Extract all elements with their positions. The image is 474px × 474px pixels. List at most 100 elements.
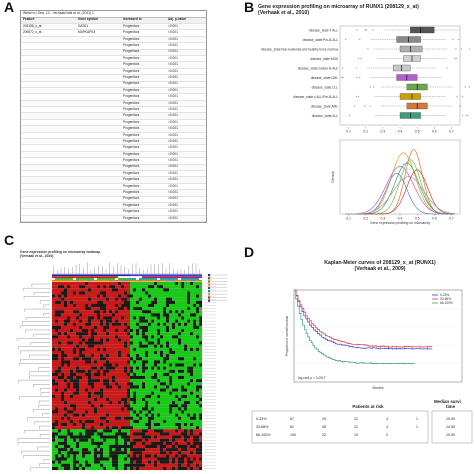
heatmap-cell: [73, 385, 77, 389]
annotation-cell: [172, 276, 175, 278]
heatmap-cell: [148, 466, 152, 471]
heatmap-cell: [64, 347, 68, 351]
heatmap-cell: [88, 347, 92, 351]
heatmap-cell: [115, 300, 119, 304]
heatmap-cell: [139, 423, 143, 427]
heatmap-cell: [193, 282, 197, 286]
x-tick-label: 0.4: [398, 217, 403, 221]
heatmap-cell: [190, 332, 194, 336]
heatmap-cell: [169, 444, 173, 449]
heatmap-cell: [118, 379, 122, 383]
annotation-cell: [157, 274, 160, 277]
heatmap-cell: [163, 391, 167, 395]
heatmap-cell: [121, 376, 125, 380]
heatmap-cell: [100, 413, 104, 417]
heatmap-cell: [181, 291, 185, 295]
table-row: Progenitors <0.001: [21, 43, 206, 50]
heatmap-cell: [187, 354, 191, 358]
heatmap-cell: [103, 407, 107, 411]
heatmap-cell: [157, 316, 161, 320]
heatmap-cell: [106, 344, 110, 348]
heatmap-cell: [160, 435, 164, 439]
heatmap-cell: [166, 454, 170, 458]
heatmap-cell: [64, 338, 68, 342]
heatmap-cell: [130, 404, 134, 408]
heatmap-cell: [163, 341, 167, 345]
heatmap-cell: [88, 382, 92, 386]
heatmap-cell: [190, 372, 194, 377]
annotation-cell: [136, 279, 139, 282]
heatmap-cell: [67, 419, 71, 424]
heatmap-cell: [97, 360, 101, 364]
heatmap-cell: [100, 454, 104, 458]
heatmap-cell: [163, 354, 167, 358]
heatmap-cell: [172, 432, 176, 436]
heatmap-cell: [151, 416, 155, 420]
heatmap-cell: [127, 463, 131, 467]
heatmap-cell: [88, 282, 92, 286]
heatmap-cell: [190, 338, 194, 342]
heatmap-cell: [181, 307, 185, 311]
heatmap-cell: [106, 432, 110, 436]
annotation-cell: [118, 274, 121, 277]
heatmap-cell: [73, 288, 77, 292]
heatmap-cell: [94, 294, 98, 298]
heatmap-cell: [97, 397, 101, 402]
heatmap-cell: [106, 463, 110, 467]
heatmap-cell: [139, 350, 143, 355]
annotation-cell: [187, 278, 190, 280]
heatmap-cell: [88, 379, 92, 383]
heatmap-cell: [166, 382, 170, 386]
heatmap-cell: [109, 460, 113, 464]
heatmap-cell: [196, 432, 200, 436]
heatmap-cell: [112, 310, 116, 314]
heatmap-cell: [166, 391, 170, 395]
annotation-cell: [76, 278, 79, 280]
heatmap-cell: [73, 282, 77, 286]
heatmap-cell: [148, 357, 152, 361]
risk-table-cell: 0-33%: [256, 417, 267, 421]
heatmap-cell: [169, 432, 173, 436]
table-cell: <0.001: [168, 209, 178, 214]
heatmap-cell: [136, 388, 140, 392]
panel-c-title: Gene expression profiling on microarray …: [20, 250, 100, 258]
heatmap-cell: [97, 291, 101, 295]
heatmap-cell: [163, 404, 167, 408]
heatmap-cell: [166, 288, 170, 292]
heatmap-cell: [82, 291, 86, 295]
heatmap-cell: [76, 404, 80, 408]
heatmap-cell: [196, 310, 200, 314]
heatmap-cell: [67, 313, 71, 317]
heatmap-cell: [115, 313, 119, 317]
heatmap-cell: [166, 435, 170, 439]
heatmap-cell: [64, 448, 68, 452]
heatmap-cell: [181, 366, 185, 370]
heatmap-cell: [190, 322, 194, 326]
annotation-cell: [169, 278, 172, 280]
heatmap-cell: [79, 344, 83, 348]
annotation-cell: [70, 278, 73, 280]
heatmap-cell: [100, 391, 104, 395]
heatmap-cell: [193, 416, 197, 420]
heatmap-cell: [100, 291, 104, 295]
heatmap-cell: [109, 385, 113, 389]
heatmap-cell: [79, 432, 83, 436]
heatmap-cell: [163, 432, 167, 436]
heatmap-cell: [130, 344, 134, 348]
heatmap-cell: [172, 448, 176, 452]
heatmap-cell: [106, 454, 110, 458]
heatmap-cell: [190, 410, 194, 414]
heatmap-cell: [169, 310, 173, 314]
heatmap-cell: [100, 394, 104, 398]
heatmap-cell: [157, 300, 161, 304]
heatmap-cell: [133, 444, 137, 449]
heatmap-cell: [133, 297, 137, 301]
heatmap-cell: [169, 285, 173, 289]
heatmap-cell: [109, 354, 113, 358]
heatmap-cell: [145, 401, 149, 405]
heatmap-cell: [76, 423, 80, 427]
heatmap-cell: [133, 357, 137, 361]
heatmap-cell: [73, 300, 77, 304]
table-row: Progenitors <0.001: [21, 151, 206, 159]
heatmap-cell: [115, 382, 119, 386]
